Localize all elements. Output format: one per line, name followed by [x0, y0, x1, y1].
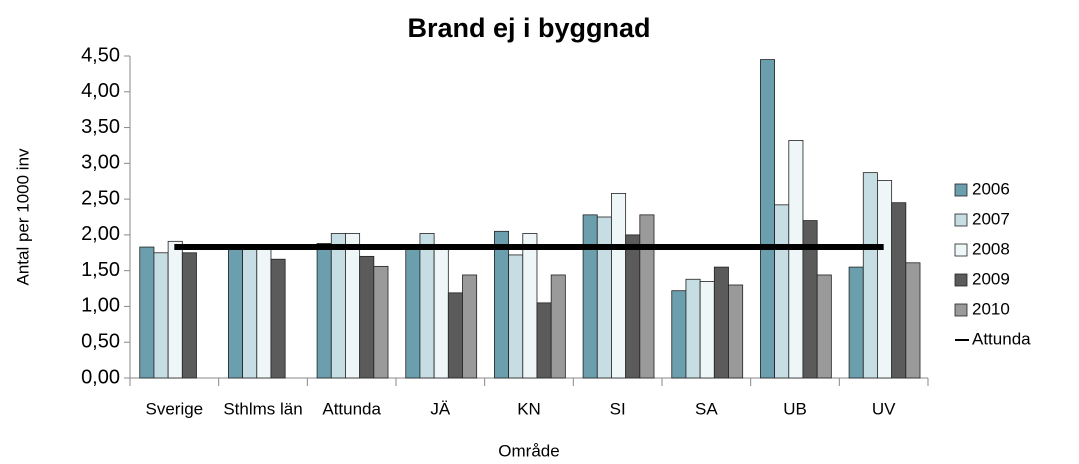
legend-label: 2006 [972, 179, 1010, 198]
bar [536, 302, 552, 379]
y-tick-label: 1,50 [81, 259, 120, 281]
bar [877, 180, 893, 379]
legend-swatch [954, 183, 968, 197]
bar [242, 245, 258, 379]
bar [522, 233, 538, 379]
bar [862, 172, 878, 379]
bar [713, 266, 729, 379]
bar [905, 262, 921, 379]
bar [508, 254, 524, 379]
bar [550, 274, 566, 379]
bar [256, 245, 272, 379]
legend-label: Attunda [972, 329, 1031, 348]
bar [167, 240, 183, 379]
bar [316, 243, 332, 379]
y-tick-label: 1,00 [81, 295, 120, 317]
bar [345, 233, 361, 379]
y-tick-label: 4,00 [81, 80, 120, 102]
bar [639, 214, 655, 379]
x-tick-label: Sverige [146, 399, 204, 418]
bar [405, 245, 421, 379]
bar [671, 290, 687, 379]
y-axis-label: Antal per 1000 inv [13, 148, 32, 286]
bar [181, 252, 197, 379]
bar [153, 252, 169, 379]
bar [611, 192, 627, 379]
y-tick-label: 2,50 [81, 187, 120, 209]
bar [891, 202, 907, 379]
bar [419, 233, 435, 379]
bar [774, 204, 790, 379]
bar [433, 248, 449, 379]
x-tick-label: KN [517, 399, 541, 418]
x-tick-label: UV [872, 399, 896, 418]
legend-swatch [954, 303, 968, 317]
x-tick-label: Sthlms län [223, 399, 302, 418]
bar [728, 284, 744, 379]
bar [494, 230, 510, 379]
x-tick-label: Attunda [322, 399, 381, 418]
bar [699, 280, 715, 379]
legend-swatch [954, 273, 968, 287]
bar [848, 266, 864, 379]
bar [816, 274, 832, 379]
bar [359, 255, 375, 379]
bar [625, 234, 641, 379]
legend-label: 2010 [972, 299, 1010, 318]
legend-swatch [954, 213, 968, 227]
bar [139, 246, 155, 379]
bar [447, 292, 463, 379]
legend-swatch [954, 243, 968, 257]
legend-label: 2007 [972, 209, 1010, 228]
bar [760, 59, 776, 379]
y-tick-label: 3,50 [81, 116, 120, 138]
y-tick-label: 2,00 [81, 223, 120, 245]
bar [373, 265, 389, 379]
x-axis-label: Område [498, 441, 559, 460]
bar [788, 140, 804, 379]
y-tick-label: 0,00 [81, 366, 120, 388]
x-tick-label: JÄ [430, 399, 451, 418]
y-tick-label: 0,50 [81, 331, 120, 353]
bar [462, 274, 478, 379]
bar [596, 216, 612, 379]
bar [582, 214, 598, 379]
bar [270, 258, 286, 379]
legend-label: 2008 [972, 239, 1010, 258]
bar [685, 278, 701, 379]
x-tick-label: UB [783, 399, 807, 418]
x-tick-label: SA [695, 399, 718, 418]
bar [330, 233, 346, 379]
x-tick-label: SI [610, 399, 626, 418]
y-tick-label: 3,00 [81, 152, 120, 174]
legend-label: 2009 [972, 269, 1010, 288]
bar [228, 245, 244, 379]
chart-title: Brand ej i byggnad [407, 13, 650, 43]
y-tick-label: 4,50 [81, 44, 120, 66]
